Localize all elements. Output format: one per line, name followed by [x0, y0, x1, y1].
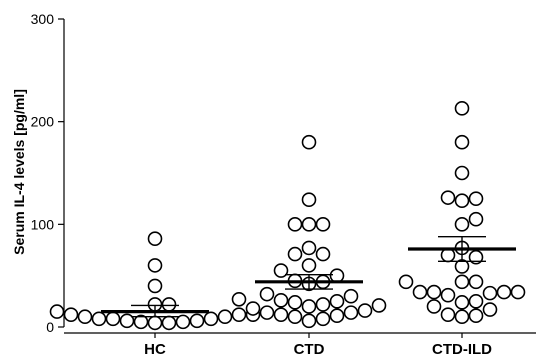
data-point	[440, 287, 456, 303]
data-point	[468, 191, 484, 206]
y-tick-label: 100	[31, 216, 55, 232]
data-point	[287, 246, 303, 262]
data-point	[147, 231, 163, 247]
x-category-label: HC	[144, 341, 166, 358]
data-point	[147, 258, 163, 273]
data-point	[454, 165, 470, 181]
data-point	[398, 274, 414, 290]
data-point	[231, 307, 247, 322]
data-point	[510, 284, 526, 300]
data-point	[329, 308, 345, 324]
data-point	[203, 311, 219, 327]
data-point	[301, 258, 317, 273]
data-point	[454, 134, 470, 150]
data-point	[426, 299, 442, 314]
data-point	[371, 298, 387, 313]
y-tick-label: 0	[46, 319, 54, 335]
data-point	[259, 286, 275, 302]
x-category-labels: HC CTD CTD-ILD	[144, 333, 492, 358]
x-category-label: CTD	[294, 341, 325, 358]
data-point	[315, 297, 331, 312]
data-point	[147, 278, 163, 294]
data-point	[315, 217, 331, 232]
data-point	[482, 302, 498, 317]
axes	[63, 19, 536, 334]
data-point	[468, 211, 484, 227]
data-point	[231, 291, 247, 307]
y-axis-label: Serum IL-4 levels [pg/ml]	[11, 89, 27, 255]
data-point	[496, 284, 512, 300]
data-point	[468, 274, 484, 290]
mean-sem-bars	[101, 235, 516, 318]
data-point	[77, 309, 93, 325]
data-point	[468, 308, 484, 324]
data-points	[49, 101, 526, 331]
data-point	[315, 311, 331, 327]
data-point	[301, 313, 317, 329]
data-point	[105, 311, 121, 327]
data-point	[412, 284, 428, 300]
data-point	[189, 313, 205, 329]
data-point	[468, 294, 484, 309]
data-point	[49, 304, 65, 319]
data-point	[63, 307, 79, 322]
data-point	[175, 314, 191, 330]
data-point	[482, 285, 498, 301]
y-ticks: 0 100 200 300	[31, 11, 64, 335]
data-point	[273, 263, 289, 278]
data-point	[301, 299, 317, 314]
data-point	[440, 190, 456, 205]
data-point	[329, 268, 345, 283]
data-point	[161, 297, 177, 312]
data-point	[315, 246, 331, 262]
data-point	[468, 249, 484, 265]
data-point	[454, 193, 470, 209]
data-point	[454, 309, 470, 325]
data-point	[133, 314, 149, 330]
data-point	[454, 295, 470, 310]
data-point	[287, 295, 303, 310]
y-tick-label: 300	[31, 11, 55, 27]
data-point	[343, 288, 359, 304]
data-point	[301, 134, 317, 150]
data-point	[301, 217, 317, 232]
data-point	[273, 307, 289, 322]
data-point	[454, 274, 470, 290]
data-point	[301, 192, 317, 207]
data-point	[287, 217, 303, 232]
data-point	[440, 247, 456, 263]
data-point	[119, 313, 135, 329]
data-point	[245, 301, 261, 316]
data-point	[329, 294, 345, 309]
data-point	[440, 307, 456, 322]
y-tick-label: 200	[31, 114, 55, 130]
data-point	[454, 217, 470, 232]
data-point	[343, 305, 359, 320]
data-point	[147, 315, 163, 331]
data-point	[217, 309, 233, 325]
data-point	[287, 309, 303, 325]
data-point	[161, 315, 177, 331]
x-category-label: CTD-ILD	[432, 341, 492, 358]
data-point	[426, 284, 442, 300]
data-point	[357, 303, 373, 318]
data-point	[454, 101, 470, 116]
data-point	[273, 293, 289, 308]
data-point	[301, 240, 317, 256]
data-point	[259, 305, 275, 320]
data-point	[91, 311, 107, 327]
